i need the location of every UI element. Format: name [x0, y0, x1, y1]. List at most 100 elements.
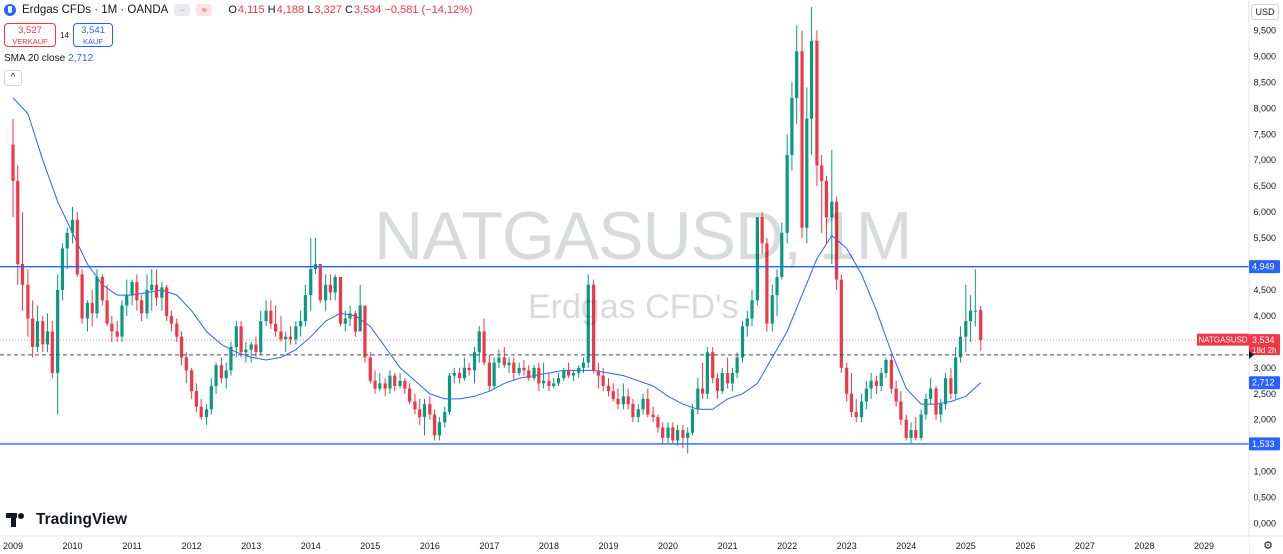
candle — [184, 352, 188, 384]
candle — [785, 134, 789, 244]
candle-body — [859, 401, 864, 418]
candle — [160, 282, 164, 311]
candle-body — [422, 404, 427, 418]
candle — [700, 362, 705, 399]
candle — [606, 378, 611, 397]
candle — [90, 289, 94, 327]
candle — [800, 30, 804, 239]
minus-icon[interactable]: − — [174, 4, 191, 16]
candle-body — [785, 155, 789, 233]
candle — [328, 274, 333, 301]
buy-label: KAUF — [82, 37, 103, 46]
x-tick-label: 2024 — [896, 541, 916, 551]
natural-gas-icon — [4, 4, 16, 16]
candle — [179, 331, 184, 366]
candle-body — [130, 282, 134, 296]
candle — [681, 424, 685, 449]
candle-body — [596, 370, 600, 376]
candle — [874, 375, 879, 394]
candle — [795, 25, 799, 124]
candle-body — [214, 365, 218, 386]
candle-body — [606, 385, 611, 392]
y-tick-label: 4,500 — [1253, 285, 1276, 295]
sell-price: 3,527 — [18, 25, 42, 36]
open-label: O — [228, 4, 237, 16]
candle — [809, 7, 814, 156]
candle — [720, 367, 724, 394]
buy-button[interactable]: 3,541 KAUF — [73, 23, 113, 47]
y-tick-label: 3,000 — [1253, 363, 1276, 373]
candle-body — [75, 219, 79, 275]
candle — [244, 341, 248, 363]
candle — [641, 393, 645, 415]
candle-body — [65, 232, 69, 249]
candle — [154, 269, 159, 306]
candle-body — [80, 274, 84, 319]
candle-body — [383, 383, 387, 389]
candle-body — [70, 219, 75, 233]
candle-body — [120, 305, 124, 337]
candle-body — [964, 321, 968, 337]
candle — [824, 175, 829, 244]
candle — [378, 372, 382, 392]
candle — [413, 393, 417, 415]
candle-body — [958, 336, 963, 358]
candle-body — [458, 372, 462, 379]
candle — [696, 378, 700, 415]
candle-body — [115, 331, 119, 337]
candle-body — [393, 375, 397, 386]
candle-body — [224, 370, 228, 379]
candle — [229, 341, 233, 376]
candle — [581, 357, 586, 373]
tradingview-logo[interactable]: TradingView — [6, 511, 127, 529]
time-axis-background — [0, 536, 1249, 554]
candle — [437, 417, 441, 441]
candle-body — [60, 248, 65, 290]
watermark-name: Erdgas CFD's — [528, 288, 739, 326]
x-tick-label: 2016 — [420, 541, 440, 551]
candle — [537, 362, 541, 392]
candle-body — [150, 284, 154, 290]
candle-body — [522, 367, 526, 371]
candle — [31, 300, 35, 358]
candle-body — [388, 375, 392, 389]
candle — [854, 398, 858, 423]
currency-button[interactable]: USD — [1251, 4, 1279, 20]
candle — [522, 360, 526, 376]
candle — [705, 347, 709, 399]
candle — [70, 206, 75, 244]
candle-body — [16, 180, 20, 264]
candle — [234, 321, 238, 358]
sma-indicator-legend[interactable]: SMA 20 close 2,712 — [4, 53, 93, 64]
candle-body — [110, 323, 114, 332]
sma-name: SMA 20 close — [4, 53, 66, 64]
settings-gear-icon[interactable]: ⚙ — [1263, 540, 1273, 552]
candle-body — [760, 217, 764, 244]
candle — [755, 217, 759, 306]
candle-body — [50, 331, 54, 373]
candle — [651, 406, 655, 423]
candle — [864, 380, 868, 410]
x-tick-label: 2011 — [122, 541, 141, 551]
candle-body — [636, 409, 640, 418]
candle — [20, 212, 25, 311]
symbol-title[interactable]: Erdgas CFDs · 1M · OANDA — [22, 4, 169, 16]
candle — [770, 284, 774, 332]
candle-body — [303, 295, 307, 322]
candle-body — [780, 232, 784, 277]
y-tick-label: 2,500 — [1253, 389, 1276, 399]
candle-body — [90, 302, 94, 314]
candle-body — [190, 370, 194, 392]
candle-body — [408, 388, 412, 402]
wave-icon[interactable]: ≈ — [196, 4, 213, 16]
candle — [219, 357, 224, 384]
candle — [324, 274, 328, 311]
candle — [338, 276, 343, 327]
candle-body — [140, 300, 144, 314]
collapse-legend-button[interactable]: ^ — [4, 70, 22, 86]
candle — [968, 295, 973, 342]
sell-button[interactable]: 3,527 VERKAUF — [4, 23, 56, 47]
candle — [646, 388, 650, 418]
x-tick-label: 2028 — [1134, 541, 1154, 551]
